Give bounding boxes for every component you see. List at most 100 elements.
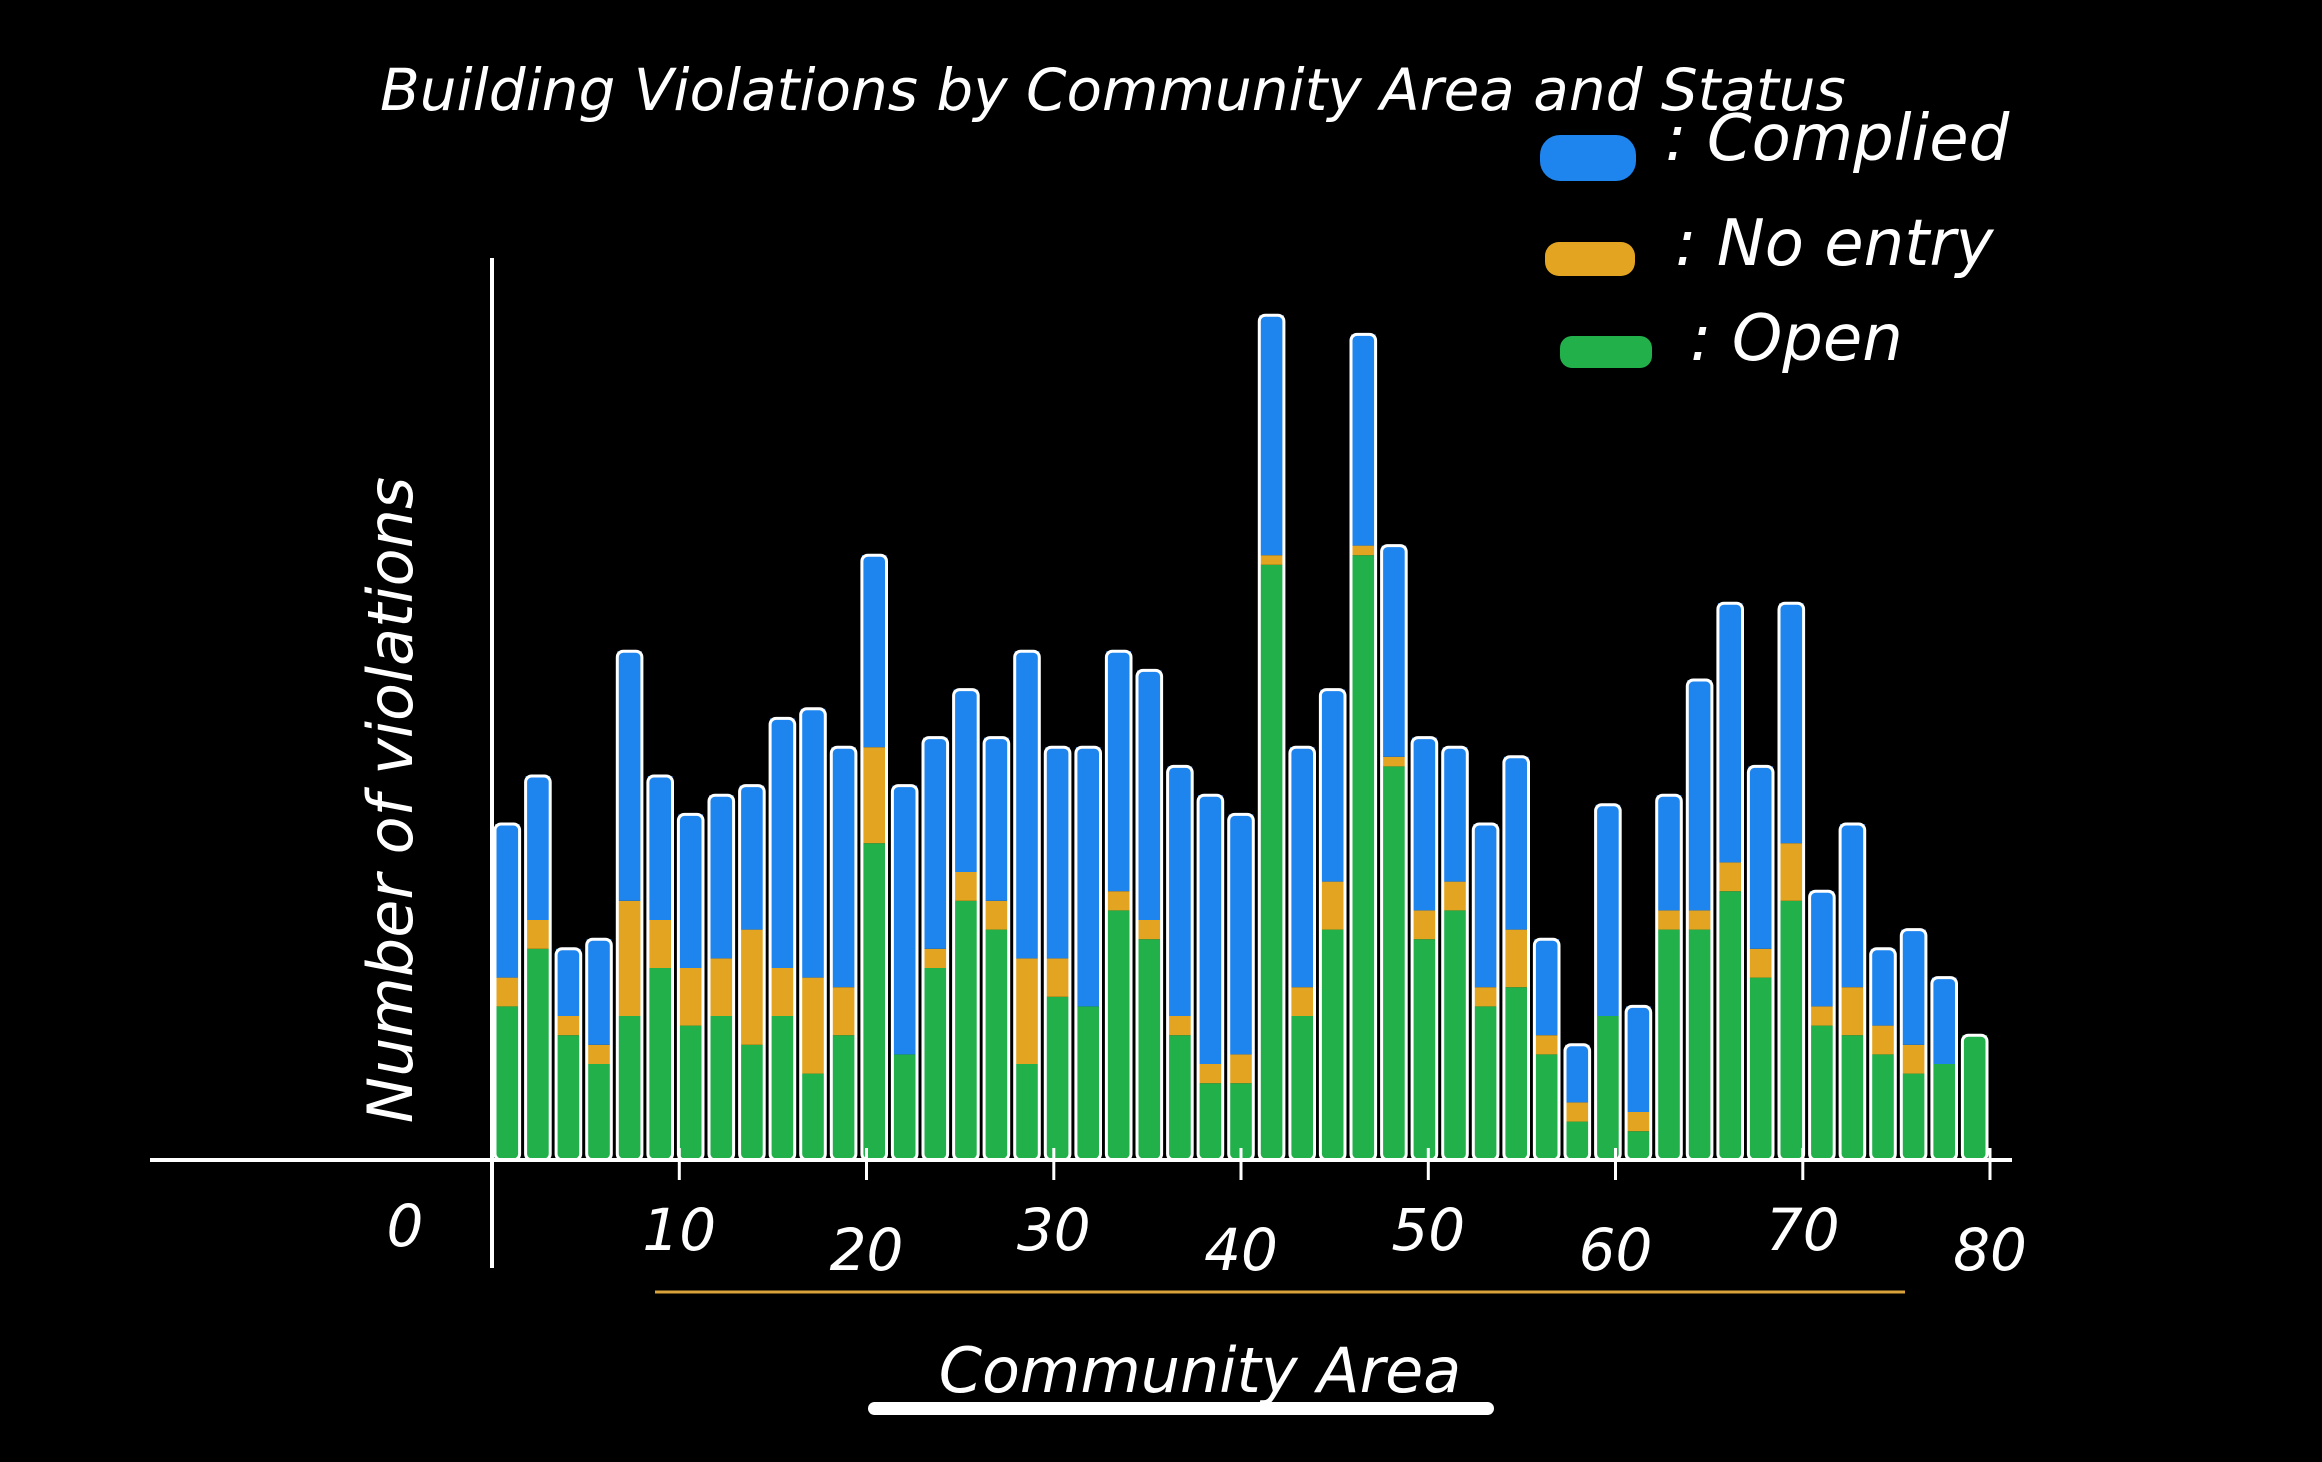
bar-complied	[1779, 603, 1804, 844]
bar-no-entry	[586, 1044, 612, 1064]
x-tick-label: 70	[1766, 1196, 1840, 1264]
bar-complied	[1106, 651, 1131, 892]
bar-complied	[1840, 824, 1865, 988]
bar-no-entry	[525, 920, 551, 949]
bar-open	[1901, 1073, 1926, 1160]
bar-complied	[495, 824, 520, 978]
bar-no-entry	[1137, 920, 1162, 940]
bar-no-entry	[1014, 958, 1040, 1064]
bar-open	[1289, 1016, 1315, 1160]
bars-group	[493, 313, 1989, 1162]
y-axis-label: Number of violations	[354, 477, 427, 1123]
bar-open	[1320, 929, 1345, 1160]
bar-no-entry	[1442, 881, 1468, 911]
bar-open	[1473, 1006, 1498, 1160]
bar-complied	[556, 948, 581, 1016]
bar-no-entry	[1809, 1006, 1835, 1026]
bar-no-entry	[770, 968, 795, 1016]
bar-open	[1595, 1016, 1621, 1160]
bar-complied	[709, 795, 734, 959]
legend-swatch-no-entry	[1545, 242, 1635, 276]
x-tick-label: 20	[830, 1216, 904, 1284]
bar-no-entry	[1228, 1054, 1254, 1084]
bar-no-entry	[739, 929, 765, 1045]
bar-open	[1717, 891, 1743, 1160]
bar-open	[1656, 929, 1682, 1160]
x-tick-label: 0	[387, 1192, 424, 1260]
home-indicator[interactable]	[868, 1402, 1494, 1415]
bar-no-entry	[678, 968, 703, 1026]
bar-open	[1962, 1035, 1987, 1160]
bar-no-entry	[1534, 1035, 1559, 1055]
bar-complied	[1289, 747, 1315, 988]
bar-complied	[647, 776, 673, 920]
x-ticks-group: 0 10 20 30 40 50 60 70 80	[387, 1148, 2027, 1284]
bar-open	[1809, 1025, 1835, 1160]
bar-no-entry	[984, 900, 1009, 930]
bar-no-entry	[1473, 987, 1498, 1007]
bar-complied	[1931, 977, 1957, 1064]
bar-open	[1198, 1083, 1223, 1160]
bar-no-entry	[923, 948, 948, 968]
bar-complied	[1351, 334, 1376, 546]
bar-no-entry	[647, 920, 673, 968]
x-tick-label: 60	[1579, 1216, 1653, 1284]
bar-open	[923, 968, 948, 1160]
bar-open	[678, 1025, 703, 1160]
x-tick-label: 10	[642, 1196, 716, 1264]
bar-no-entry	[1106, 891, 1131, 911]
legend-label-no-entry: : No entry	[1675, 207, 1995, 281]
bar-no-entry	[1412, 910, 1437, 940]
bar-complied	[525, 776, 551, 920]
bar-complied	[1503, 756, 1529, 930]
bar-complied	[1198, 795, 1223, 1064]
legend: : Complied : No entry : Open	[1540, 102, 2010, 376]
bar-no-entry	[1503, 929, 1529, 988]
bar-complied	[1167, 766, 1193, 1016]
bar-open	[525, 948, 551, 1160]
bar-open	[1626, 1131, 1651, 1160]
bar-complied	[1656, 795, 1682, 911]
bar-complied	[800, 708, 826, 978]
legend-swatch-complied	[1540, 135, 1636, 181]
bar-complied	[1717, 603, 1743, 863]
bar-open	[1106, 910, 1131, 1160]
x-tick-label: 80	[1953, 1216, 2027, 1284]
bar-complied	[1473, 824, 1498, 988]
bar-complied	[739, 785, 765, 930]
bar-open	[892, 1054, 917, 1160]
bar-open	[1228, 1083, 1254, 1160]
bar-no-entry	[1198, 1064, 1223, 1084]
bar-no-entry	[1381, 756, 1407, 767]
bar-open	[556, 1035, 581, 1160]
bar-open	[1931, 1064, 1957, 1160]
bar-no-entry	[495, 977, 520, 1007]
bar-no-entry	[831, 987, 856, 1036]
bar-no-entry	[800, 977, 826, 1074]
bar-open	[739, 1044, 765, 1160]
bar-open	[984, 929, 1009, 1160]
bar-no-entry	[1779, 843, 1804, 901]
bar-complied	[892, 785, 917, 1055]
bar-no-entry	[1320, 881, 1345, 930]
bar-open	[1687, 929, 1712, 1160]
bar-no-entry	[1565, 1102, 1590, 1122]
bar-no-entry	[1717, 862, 1743, 892]
bar-open	[1870, 1054, 1896, 1160]
bar-open	[1381, 766, 1407, 1160]
bar-complied	[1809, 891, 1835, 1007]
bar-complied	[1228, 814, 1254, 1055]
bar-open	[1503, 987, 1529, 1160]
bar-open	[617, 1016, 642, 1160]
bar-open	[647, 968, 673, 1160]
bar-open	[1534, 1054, 1559, 1160]
bar-no-entry	[709, 958, 734, 1016]
x-tick-label: 40	[1204, 1216, 1278, 1284]
bar-no-entry	[617, 900, 642, 1016]
bar-complied	[984, 737, 1009, 901]
bar-complied	[1595, 804, 1621, 1016]
bar-complied	[1901, 929, 1926, 1045]
bar-complied	[770, 718, 795, 968]
bar-complied	[678, 814, 703, 968]
bar-open	[1014, 1064, 1040, 1160]
